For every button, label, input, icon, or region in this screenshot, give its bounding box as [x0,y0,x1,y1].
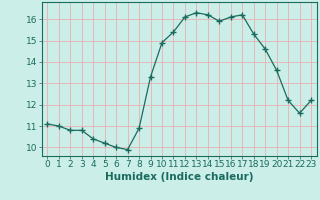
X-axis label: Humidex (Indice chaleur): Humidex (Indice chaleur) [105,172,253,182]
